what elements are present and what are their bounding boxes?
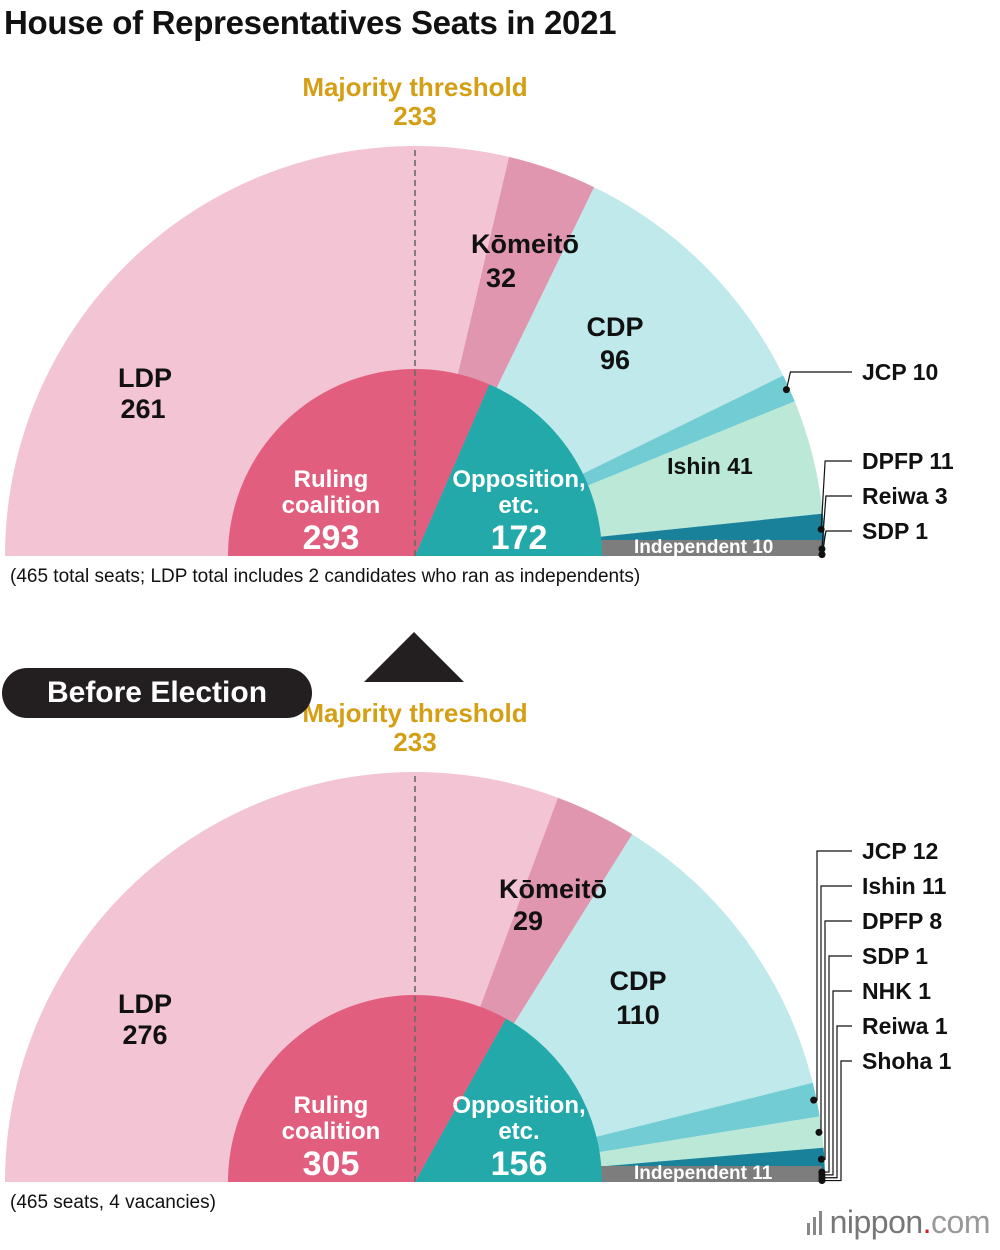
callout-label-reiwa-0: Reiwa 3 <box>862 483 948 509</box>
slice-label-komeito-1: Kōmeitō <box>499 874 607 904</box>
up-triangle-icon <box>364 632 464 682</box>
inner-label-line2-0-0: coalition <box>282 492 381 519</box>
inner-label-line2-1-1: etc. <box>498 1118 539 1145</box>
inner-label-line1-0-1: Opposition, <box>452 466 585 493</box>
slice-value-ldp-1: 276 <box>122 1020 167 1050</box>
inner-value-1-1: 156 <box>491 1145 548 1183</box>
callout-line-shoha-1 <box>821 1060 852 1182</box>
callout-line-jcp-0 <box>785 371 852 390</box>
slice-label-komeito-0: Kōmeitō <box>471 229 579 259</box>
callout-dot-shoha-1 <box>818 1177 826 1185</box>
callout-line-reiwa-0 <box>821 495 852 550</box>
slice-label-ldp-0: LDP <box>118 363 172 393</box>
chart-title: House of Representatives Seats in 2021 <box>4 4 617 41</box>
inner-value-1-0: 305 <box>303 1145 360 1183</box>
callout-dot-dpfp-1 <box>817 1155 825 1163</box>
slice-value-komeito-0: 32 <box>486 263 516 293</box>
inner-opposition-0 <box>415 384 602 556</box>
callout-line-reiwa-1 <box>821 1025 852 1179</box>
slice-independent-1 <box>598 1166 822 1182</box>
callout-dot-sdp-0 <box>818 551 826 559</box>
callout-label-dpfp-1: DPFP 8 <box>862 908 942 934</box>
slice-label-ishin-0: Ishin 41 <box>667 453 753 479</box>
inner-label-line1-1-0: Ruling <box>294 1092 369 1119</box>
label-independent-1: Independent 11 <box>634 1163 773 1184</box>
logo-dot: . <box>922 1204 932 1240</box>
inner-label-line2-0-1: etc. <box>498 492 539 519</box>
callout-line-ishin-1 <box>818 885 852 1133</box>
callout-label-reiwa-1: Reiwa 1 <box>862 1013 948 1039</box>
slice-value-cdp-1: 110 <box>616 1000 660 1030</box>
slice-label-cdp-0: CDP <box>586 312 643 342</box>
slice-independent-0 <box>598 540 822 556</box>
nippon-logo: nippon. com <box>806 1204 990 1241</box>
slice-value-komeito-1: 29 <box>513 906 543 936</box>
inner-label-line2-1-0: coalition <box>282 1118 381 1145</box>
callout-line-sdp-0 <box>821 530 852 555</box>
inner-value-0-0: 293 <box>303 519 360 557</box>
inner-label-line1-1-1: Opposition, <box>452 1092 585 1119</box>
callout-line-sdp-1 <box>821 955 852 1173</box>
threshold-value-0: 233 <box>393 101 436 131</box>
inner-ruling-1 <box>228 995 506 1182</box>
slice-label-ldp-1: LDP <box>118 989 172 1019</box>
callout-dot-jcp-0 <box>782 386 790 394</box>
logo-name: nippon <box>829 1204 924 1240</box>
chart-note-before: (465 seats, 4 vacancies) <box>10 1192 216 1213</box>
callout-label-jcp-0: JCP 10 <box>862 359 938 385</box>
callout-line-nhk-1 <box>821 990 852 1176</box>
threshold-value-1: 233 <box>393 727 436 757</box>
callout-label-ishin-1: Ishin 11 <box>862 873 947 899</box>
threshold-label-1: Majority threshold <box>302 698 527 728</box>
slice-value-ldp-0: 261 <box>120 394 165 424</box>
chart-note-2021: (465 total seats; LDP total includes 2 c… <box>10 566 641 587</box>
callout-label-dpfp-0: DPFP 11 <box>862 448 954 474</box>
callout-label-shoha-1: Shoha 1 <box>862 1048 952 1074</box>
inner-ruling-0 <box>228 369 490 556</box>
callout-dot-ishin-1 <box>815 1128 823 1136</box>
callout-label-nhk-1: NHK 1 <box>862 978 931 1004</box>
callout-dot-jcp-1 <box>810 1096 818 1104</box>
slice-label-cdp-1: CDP <box>609 966 666 996</box>
label-independent-0: Independent 10 <box>634 537 773 558</box>
inner-opposition-1 <box>415 1018 602 1182</box>
inner-label-line1-0-0: Ruling <box>294 466 369 493</box>
callout-label-sdp-1: SDP 1 <box>862 943 928 969</box>
threshold-label-0: Majority threshold <box>302 72 527 102</box>
logo-bars-icon <box>806 1210 822 1235</box>
logo-tld: com <box>931 1204 990 1240</box>
callout-label-sdp-0: SDP 1 <box>862 518 928 544</box>
callout-line-dpfp-0 <box>820 460 852 530</box>
inner-value-0-1: 172 <box>491 519 548 557</box>
slice-value-cdp-0: 96 <box>600 345 630 375</box>
before-election-badge: Before Election <box>2 668 312 718</box>
callout-label-jcp-1: JCP 12 <box>862 838 938 864</box>
